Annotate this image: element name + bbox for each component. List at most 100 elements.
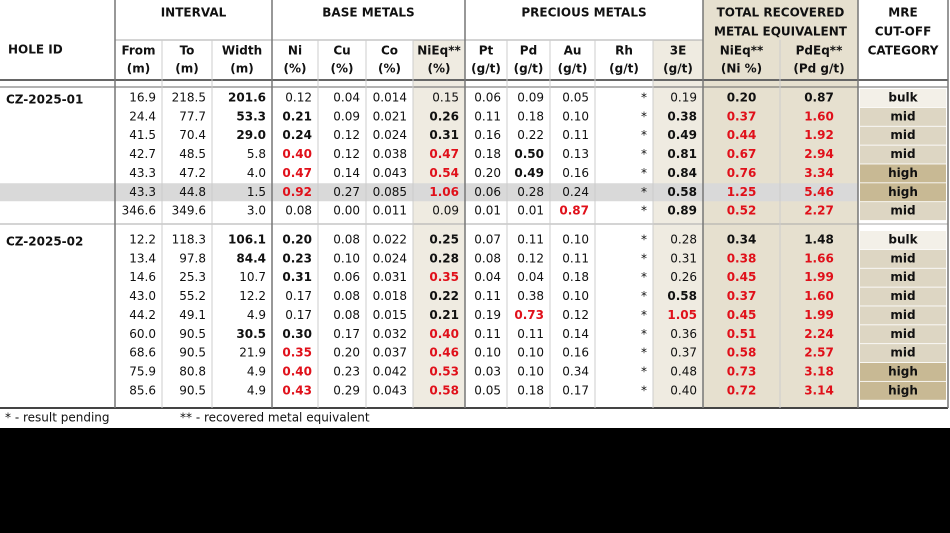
cell-value: 0.10 — [333, 251, 360, 265]
cell-value: 0.89 — [667, 204, 697, 218]
cell-value: 0.10 — [562, 233, 589, 247]
cell-value: 44.2 — [129, 308, 156, 322]
cell-value: 0.14 — [333, 166, 360, 180]
cell-value: 0.73 — [514, 308, 544, 322]
group-header: INTERVAL — [161, 6, 227, 20]
cell-value: 0.12 — [517, 251, 544, 265]
cell-value: 53.3 — [236, 109, 266, 123]
cell-value: 12.2 — [239, 289, 266, 303]
cell-value: 0.67 — [727, 147, 757, 161]
cell-value: 3.34 — [804, 166, 834, 180]
cell-value: 0.12 — [285, 91, 312, 105]
cell-value: 1.92 — [804, 128, 834, 142]
cell-value: * — [641, 128, 647, 142]
category: high — [888, 166, 918, 180]
category-cell — [860, 325, 946, 344]
cell-value: 0.031 — [373, 270, 407, 284]
cell-value: 30.5 — [236, 327, 266, 341]
category: mid — [890, 346, 915, 360]
cell-value: 55.2 — [179, 289, 206, 303]
cell-value: 75.9 — [129, 364, 156, 378]
category: high — [888, 383, 918, 397]
category: high — [888, 185, 918, 199]
cell-value: * — [641, 109, 647, 123]
cell-value: 2.94 — [804, 147, 834, 161]
category-cell — [860, 344, 946, 363]
category-cell — [860, 183, 946, 202]
category-cell — [860, 362, 946, 381]
cell-value: 90.5 — [179, 327, 206, 341]
cell-value: 0.38 — [517, 289, 544, 303]
cell-value: 0.50 — [514, 147, 544, 161]
cell-value: 60.0 — [129, 327, 156, 341]
cell-value: 0.085 — [373, 185, 407, 199]
cell-value: 3.18 — [804, 364, 834, 378]
group-header: BASE METALS — [322, 6, 414, 20]
cell-value: 0.17 — [285, 289, 312, 303]
cell-value: 44.8 — [179, 185, 206, 199]
category: bulk — [888, 91, 918, 105]
header-hole-id: HOLE ID — [8, 43, 63, 57]
cell-value: 0.54 — [429, 166, 459, 180]
cell-value: 13.4 — [129, 251, 156, 265]
category: mid — [890, 147, 915, 161]
cell-value: 0.24 — [562, 185, 589, 199]
cell-value: 0.05 — [474, 383, 501, 397]
cell-value: 0.40 — [670, 383, 697, 397]
category: mid — [890, 128, 915, 142]
cell-value: 42.7 — [129, 147, 156, 161]
cell-value: 0.40 — [282, 364, 312, 378]
cell-value: 0.10 — [562, 109, 589, 123]
cell-value: 0.09 — [517, 91, 544, 105]
cell-value: 0.51 — [727, 327, 757, 341]
cell-value: 0.24 — [282, 128, 312, 142]
cell-value: 0.72 — [727, 383, 757, 397]
cell-value: * — [641, 327, 647, 341]
cell-value: 0.76 — [727, 166, 757, 180]
cell-value: 0.014 — [373, 91, 407, 105]
cell-value: 0.47 — [282, 166, 312, 180]
cell-value: 0.11 — [474, 327, 501, 341]
cell-value: * — [641, 233, 647, 247]
column-header: (m) — [230, 62, 253, 76]
cell-value: 0.23 — [282, 251, 312, 265]
cell-value: 0.40 — [429, 327, 459, 341]
cell-value: 0.04 — [333, 91, 360, 105]
cell-value: 0.45 — [727, 308, 757, 322]
cell-value: 97.8 — [179, 251, 206, 265]
group-header: CATEGORY — [868, 44, 939, 58]
cell-value: 2.24 — [804, 327, 834, 341]
cell-value: 47.2 — [179, 166, 206, 180]
cell-value: 68.6 — [129, 346, 156, 360]
category-cell — [860, 126, 946, 145]
column-header: Rh — [615, 44, 633, 58]
cell-value: 77.7 — [179, 109, 206, 123]
cell-value: * — [641, 308, 647, 322]
cell-value: 0.06 — [333, 270, 360, 284]
cell-value: 0.35 — [429, 270, 459, 284]
column-header: (%) — [331, 62, 354, 76]
cell-value: 0.11 — [474, 289, 501, 303]
cell-value: 0.84 — [667, 166, 697, 180]
category-cell — [860, 287, 946, 306]
cell-value: 0.31 — [282, 270, 312, 284]
column-header: PdEq** — [796, 44, 843, 58]
cell-value: * — [641, 270, 647, 284]
cell-value: 0.015 — [373, 308, 407, 322]
cell-value: * — [641, 346, 647, 360]
cell-value: 0.06 — [474, 185, 501, 199]
cell-value: 0.92 — [282, 185, 312, 199]
cell-value: 49.1 — [179, 308, 206, 322]
cell-value: 0.08 — [285, 204, 312, 218]
cell-value: 0.17 — [285, 308, 312, 322]
cell-value: 0.21 — [282, 109, 312, 123]
cell-value: 0.21 — [429, 308, 459, 322]
cell-value: 0.87 — [559, 204, 589, 218]
category: mid — [890, 289, 915, 303]
cell-value: 0.16 — [562, 166, 589, 180]
cell-value: 0.11 — [517, 233, 544, 247]
column-header: From — [121, 44, 155, 58]
cell-value: 0.15 — [432, 91, 459, 105]
cell-value: * — [641, 185, 647, 199]
cell-value: 0.038 — [373, 147, 407, 161]
